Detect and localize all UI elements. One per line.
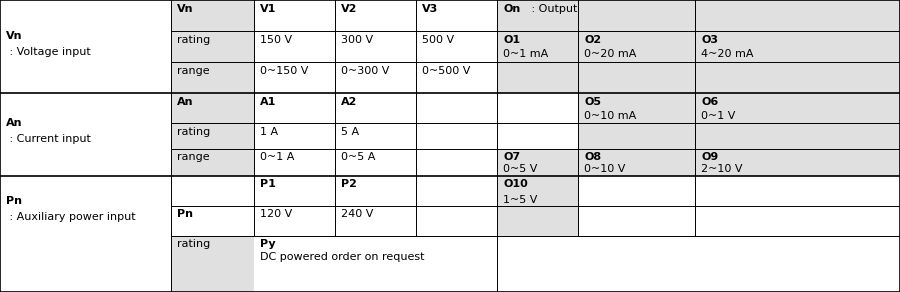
Bar: [497, 176, 578, 236]
Bar: [254, 236, 900, 292]
Text: 0~1 A: 0~1 A: [260, 152, 294, 162]
Text: O7: O7: [503, 152, 520, 162]
Bar: [497, 31, 900, 93]
Bar: [171, 176, 254, 236]
Text: : Auxiliary power input: : Auxiliary power input: [6, 212, 136, 222]
Text: rating: rating: [177, 127, 211, 137]
Text: Vn: Vn: [6, 31, 23, 41]
Text: Vn: Vn: [177, 4, 194, 13]
Text: O10: O10: [503, 179, 527, 189]
Text: 150 V: 150 V: [260, 35, 292, 45]
Text: 0~10 V: 0~10 V: [584, 164, 626, 173]
Text: 0~1 mA: 0~1 mA: [503, 49, 548, 59]
Text: 0~10 mA: 0~10 mA: [584, 111, 636, 121]
Text: rating: rating: [177, 239, 211, 249]
Text: 240 V: 240 V: [341, 209, 374, 219]
Text: O3: O3: [701, 35, 718, 45]
Text: P1: P1: [260, 179, 276, 189]
Bar: [0, 176, 171, 292]
Text: 0~500 V: 0~500 V: [422, 66, 471, 76]
Bar: [578, 176, 900, 236]
Text: range: range: [177, 66, 210, 76]
Bar: [171, 93, 254, 176]
Text: O1: O1: [503, 35, 520, 45]
Text: Py: Py: [260, 239, 275, 249]
Text: An: An: [177, 97, 194, 107]
Bar: [171, 236, 254, 292]
Text: A2: A2: [341, 97, 357, 107]
Text: rating: rating: [177, 35, 211, 45]
Bar: [497, 0, 900, 31]
Text: V3: V3: [422, 4, 438, 13]
Text: range: range: [177, 152, 210, 162]
Text: O6: O6: [701, 97, 718, 107]
Text: O9: O9: [701, 152, 718, 162]
Bar: [171, 0, 254, 93]
Bar: [254, 0, 497, 93]
Text: Pn: Pn: [177, 209, 194, 219]
Text: 5 A: 5 A: [341, 127, 359, 137]
Text: 0~300 V: 0~300 V: [341, 66, 390, 76]
Text: 4~20 mA: 4~20 mA: [701, 49, 753, 59]
Text: An: An: [6, 119, 23, 128]
Bar: [578, 93, 900, 149]
Text: On: On: [503, 4, 520, 13]
Text: 0~1 V: 0~1 V: [701, 111, 735, 121]
Text: O8: O8: [584, 152, 601, 162]
Text: V1: V1: [260, 4, 276, 13]
Text: 500 V: 500 V: [422, 35, 454, 45]
Bar: [254, 93, 497, 176]
Text: 0~150 V: 0~150 V: [260, 66, 309, 76]
Text: O2: O2: [584, 35, 601, 45]
Text: 0~5 V: 0~5 V: [503, 164, 537, 173]
Text: 0~5 A: 0~5 A: [341, 152, 375, 162]
Text: DC powered order on request: DC powered order on request: [260, 252, 425, 262]
Text: : Current input: : Current input: [6, 134, 91, 145]
Text: V2: V2: [341, 4, 357, 13]
Bar: [0, 0, 171, 93]
Text: 1 A: 1 A: [260, 127, 278, 137]
Bar: [497, 149, 900, 176]
Text: 1~5 V: 1~5 V: [503, 195, 537, 205]
Bar: [254, 176, 497, 236]
Text: 300 V: 300 V: [341, 35, 374, 45]
Text: 2~10 V: 2~10 V: [701, 164, 742, 173]
Text: 0~20 mA: 0~20 mA: [584, 49, 636, 59]
Text: O5: O5: [584, 97, 601, 107]
Text: : Output: : Output: [528, 4, 578, 13]
Text: 120 V: 120 V: [260, 209, 292, 219]
Bar: [0, 93, 171, 176]
Text: A1: A1: [260, 97, 276, 107]
Text: : Voltage input: : Voltage input: [6, 46, 91, 57]
Bar: [497, 93, 578, 149]
Text: Pn: Pn: [6, 196, 23, 206]
Text: P2: P2: [341, 179, 357, 189]
